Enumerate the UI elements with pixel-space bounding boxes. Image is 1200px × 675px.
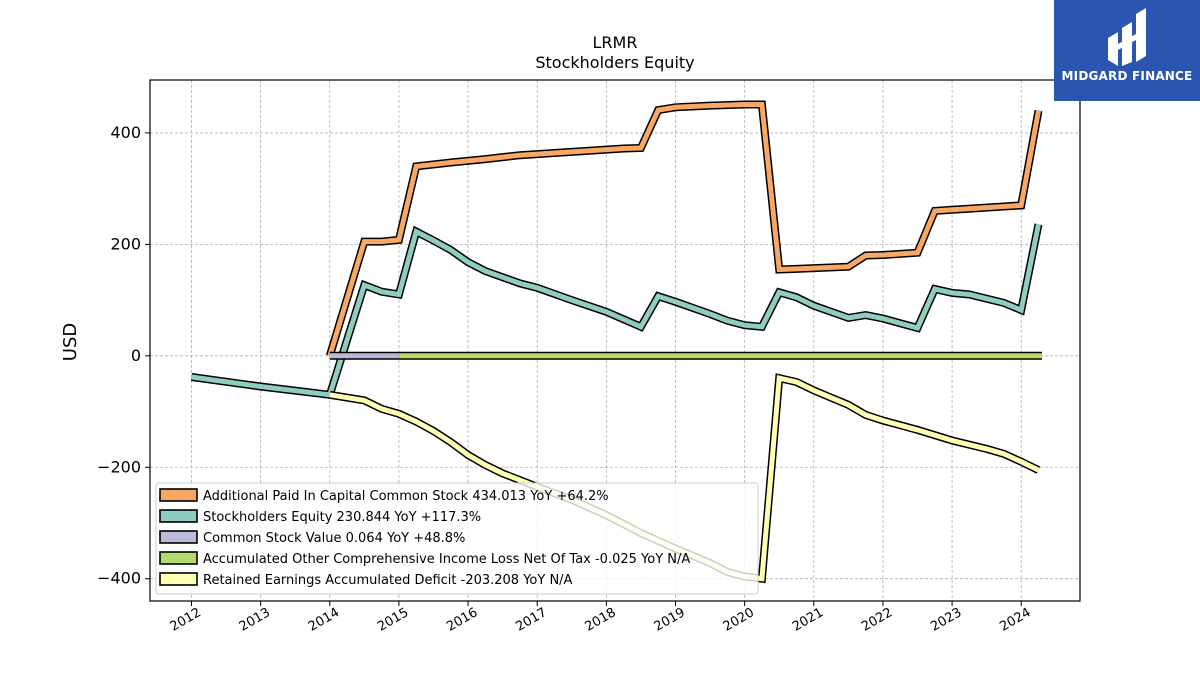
- logo-mark-icon: [1108, 8, 1146, 66]
- x-tick-label: 2018: [583, 605, 619, 635]
- y-tick-label: −400: [97, 569, 141, 588]
- x-tick-label: 2024: [997, 605, 1033, 635]
- x-tick-label: 2023: [928, 605, 964, 635]
- series-line-outline: [325, 100, 1043, 357]
- legend-label: Additional Paid In Capital Common Stock …: [203, 489, 609, 504]
- x-tick-label: 2020: [721, 605, 757, 635]
- x-axis-ticks: 2012 2013 2014 2015 2016 2017 2018 2019 2020 2021…: [168, 601, 1034, 635]
- chart-subtitle: Stockholders Equity: [535, 53, 694, 72]
- midgard-finance-logo: MIDGARD FINANCE: [1054, 0, 1200, 101]
- series-line: [327, 102, 1041, 357]
- legend-label: Common Stock Value 0.064 YoY +48.8%: [203, 531, 465, 546]
- y-axis-label: USD: [60, 323, 81, 361]
- legend-swatch: [159, 530, 198, 544]
- y-tick-label: 0: [131, 346, 141, 365]
- x-tick-label: 2017: [513, 605, 549, 635]
- x-tick-label: 2014: [306, 605, 342, 635]
- legend-swatch: [159, 572, 198, 586]
- legend-box: [155, 482, 759, 595]
- x-tick-label: 2022: [859, 605, 895, 635]
- logo-text: MIDGARD FINANCE: [1061, 69, 1193, 83]
- y-tick-label: 400: [110, 123, 141, 142]
- legend-label: Retained Earnings Accumulated Deficit -2…: [203, 573, 573, 588]
- y-tick-label: 200: [110, 234, 141, 253]
- y-axis-ticks: 400 200 0 −200 −400: [97, 123, 150, 588]
- series-1: [190, 223, 1043, 400]
- legend-swatch: [159, 509, 198, 523]
- y-tick-label: −200: [97, 457, 141, 476]
- series-line: [191, 223, 1041, 398]
- legend-swatch: [159, 551, 198, 565]
- x-tick-label: 2016: [444, 605, 480, 635]
- x-tick-label: 2019: [652, 605, 688, 635]
- x-tick-label: 2015: [375, 605, 411, 635]
- legend-swatch: [159, 488, 198, 502]
- chart-title: LRMR: [593, 33, 638, 52]
- legend: Additional Paid In Capital Common Stock …: [155, 482, 759, 595]
- x-tick-label: 2021: [790, 605, 826, 635]
- series-0: [325, 100, 1043, 357]
- x-tick-label: 2012: [168, 605, 204, 635]
- legend-label: Accumulated Other Comprehensive Income L…: [203, 552, 690, 567]
- x-tick-label: 2013: [237, 605, 273, 635]
- plot-frame: [149, 79, 1081, 602]
- legend-label: Stockholders Equity 230.844 YoY +117.3%: [203, 510, 481, 525]
